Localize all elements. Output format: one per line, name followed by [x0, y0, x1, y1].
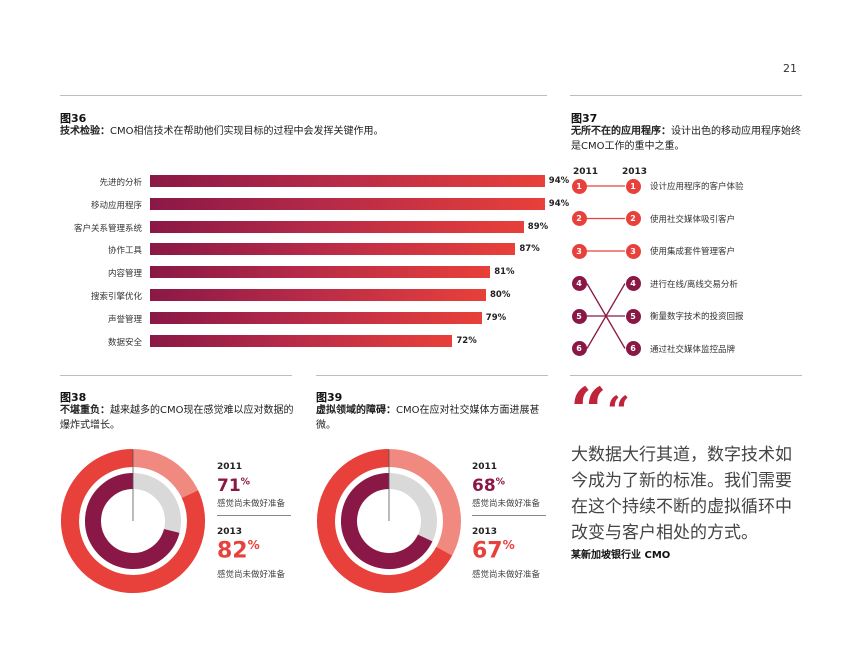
fig38-year2: 2013 [217, 527, 243, 537]
quote-attribution: 某新加坡银行业 CMO [571, 550, 671, 561]
fig38-value2: 82% [217, 538, 260, 564]
fig39-title: 图39 [316, 391, 343, 404]
bar-label: 移动应用程序 [90, 200, 142, 211]
bar-label: 内容管理 [107, 269, 142, 280]
bar-label: 搜索引擎优化 [90, 292, 142, 302]
divider [60, 95, 547, 96]
bar-label: 协作工具 [107, 246, 142, 257]
bar-value-label: 94% [548, 198, 570, 209]
bar-label: 数据安全 [107, 337, 142, 348]
rank-item-label: 使用社交媒体吸引客户 [650, 214, 736, 225]
divider [570, 375, 802, 376]
bar [150, 243, 516, 256]
fig37-rank-chart: 1 1 设计应用程序的客户体验 2 2 使用社交媒体吸引客户 3 3 使用集成套件管理客户 4 4 进… [570, 178, 802, 358]
rank-badge: 5 [625, 308, 641, 324]
bar [150, 220, 524, 233]
fig39-caption: 虚拟领域的障碍：CMO在应对社交媒体方面进展甚微。 [316, 405, 540, 431]
rank-connector-line [586, 283, 626, 349]
bar-label: 声誉管理 [107, 314, 142, 325]
rank-badge: 6 [571, 341, 587, 356]
page-number: 21 [783, 62, 797, 75]
rank-badge: 5 [571, 308, 587, 324]
bar-value-label: 87% [519, 244, 540, 255]
rank-badge: 1 [625, 178, 641, 194]
fig38-title: 图38 [60, 391, 87, 404]
bar [150, 311, 482, 324]
bar-value-label: 79% [485, 312, 507, 323]
quote-mark-icon: ““ [570, 374, 630, 449]
fig39-desc2: 感觉尚未做好准备 [472, 570, 541, 580]
rank-badge: 3 [625, 243, 641, 259]
fig39-donut-chart [317, 449, 461, 593]
fig39-value1: 68% [472, 476, 506, 496]
rank-item-label: 通过社交媒体监控品牌 [650, 344, 736, 355]
fig36-caption: 技术检验：CMO相信技术在帮助他们实现目标的过程中会发挥关键作用。 [60, 126, 384, 137]
bar-value-label: 94% [548, 176, 570, 186]
fig38-desc1: 感觉尚未做好准备 [217, 499, 286, 509]
rank-item-label: 设计应用程序的客户体验 [650, 182, 744, 192]
rank-badge: 6 [625, 341, 641, 356]
fig36-title: 图36 [60, 112, 87, 125]
fig38-donut-chart [61, 449, 205, 593]
year-2011-label: 2011 [573, 167, 599, 177]
rank-lines [586, 185, 626, 349]
fig36-bar-chart: 先进的分析 94% 移动应用程序 94% 客户关系管理系统 89% 协作工具 87% 内容管理 8… [60, 175, 569, 360]
bar-value-label: 81% [494, 267, 515, 278]
fig37-caption: 无所不在的应用程序：设计出色的移动应用程序始终是CMO工作的重中之重。 [571, 126, 801, 152]
rank-item-label: 进行在线/离线交易分析 [650, 279, 738, 290]
divider [472, 515, 546, 516]
fig39-desc1: 感觉尚未做好准备 [472, 499, 541, 509]
donut-outer-2013-arc [317, 449, 453, 593]
bar-label: 客户关系管理系统 [73, 223, 142, 234]
bar [150, 334, 453, 347]
donut-outer-2013-arc [61, 449, 205, 593]
fig37-title: 图37 [571, 112, 598, 125]
fig38-year1: 2011 [217, 462, 243, 472]
donut-inner-2011-arc [85, 473, 180, 569]
rank-badge: 4 [571, 276, 587, 291]
rank-badge: 2 [625, 211, 641, 226]
rank-badge: 4 [625, 276, 641, 291]
bar-value-label: 72% [456, 335, 477, 346]
fig39-year1: 2011 [472, 462, 498, 472]
fig38-caption: 不堪重负：越来越多的CMO现在感觉难以应对数据的爆炸式增长。 [60, 405, 294, 431]
year-2013-label: 2013 [622, 167, 648, 177]
bar [150, 197, 545, 210]
rank-item-label: 使用集成套件管理客户 [650, 247, 736, 257]
bar-value-label: 89% [527, 221, 549, 232]
rank-badge: 2 [571, 211, 587, 226]
rank-item-label: 衡量数字技术的投资回报 [650, 312, 744, 322]
divider [217, 515, 291, 516]
divider [316, 375, 548, 376]
rank-badge: 1 [571, 178, 587, 194]
fig38-desc2: 感觉尚未做好准备 [217, 570, 286, 580]
bar-value-label: 80% [490, 290, 511, 300]
divider [570, 95, 802, 96]
bar-label: 先进的分析 [99, 178, 142, 188]
fig38-value1: 71% [217, 476, 251, 496]
donut-inner-2011-arc [341, 473, 433, 569]
divider [60, 375, 292, 376]
bar [150, 266, 491, 279]
rank-badge: 3 [571, 243, 587, 259]
bar [150, 289, 486, 301]
quote-text: 大数据大行其道，数字技术如今成为了新的标准。我们需要在这个持续不断的虚拟循环中改… [571, 445, 792, 543]
fig39-value2: 67% [472, 538, 515, 564]
bar [150, 175, 545, 187]
fig39-year2: 2013 [472, 527, 498, 537]
